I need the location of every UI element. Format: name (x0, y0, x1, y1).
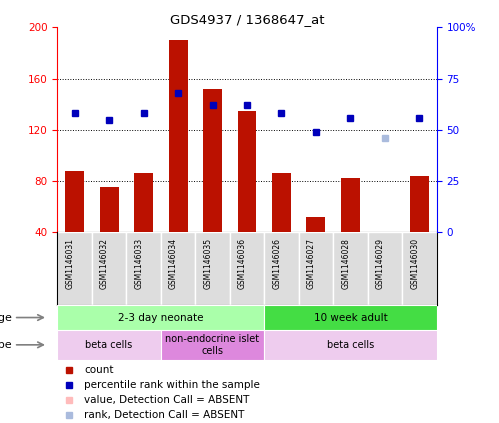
Text: GSM1146032: GSM1146032 (100, 238, 109, 289)
Bar (264, 305, 437, 330)
Bar (134, 173, 153, 232)
Bar (264, 232, 299, 305)
Bar (272, 173, 291, 232)
Text: rank, Detection Call = ABSENT: rank, Detection Call = ABSENT (84, 409, 245, 420)
Text: value, Detection Call = ABSENT: value, Detection Call = ABSENT (84, 395, 250, 405)
Text: GSM1146031: GSM1146031 (66, 238, 75, 289)
Text: GSM1146036: GSM1146036 (238, 238, 247, 289)
Bar (169, 40, 188, 232)
Title: GDS4937 / 1368647_at: GDS4937 / 1368647_at (170, 14, 324, 26)
Bar (333, 232, 368, 305)
Bar (126, 232, 161, 305)
Bar (57, 330, 161, 360)
Bar (299, 232, 333, 305)
Bar (341, 179, 360, 232)
Text: beta cells: beta cells (327, 340, 374, 350)
Bar (306, 217, 325, 232)
Text: 2-3 day neonate: 2-3 day neonate (118, 313, 204, 323)
Bar (65, 171, 84, 232)
Text: GSM1146027: GSM1146027 (307, 238, 316, 289)
Bar (161, 232, 195, 305)
Bar (375, 232, 394, 273)
Text: 10 week adult: 10 week adult (313, 313, 387, 323)
Bar (402, 232, 437, 305)
Text: GSM1146034: GSM1146034 (169, 238, 178, 289)
Text: GSM1146030: GSM1146030 (410, 238, 419, 289)
Bar (100, 187, 119, 232)
Text: GSM1146026: GSM1146026 (272, 238, 281, 289)
Text: beta cells: beta cells (85, 340, 133, 350)
Text: GSM1146029: GSM1146029 (376, 238, 385, 289)
Bar (238, 111, 256, 232)
Bar (203, 89, 222, 232)
Bar (230, 232, 264, 305)
Bar (57, 232, 92, 305)
Bar (410, 176, 429, 232)
Bar (161, 330, 264, 360)
Bar (92, 232, 126, 305)
Text: cell type: cell type (0, 340, 12, 350)
Text: count: count (84, 365, 113, 375)
Bar (57, 305, 264, 330)
Text: percentile rank within the sample: percentile rank within the sample (84, 380, 260, 390)
Bar (195, 232, 230, 305)
Text: GSM1146028: GSM1146028 (341, 238, 350, 289)
Text: non-endocrine islet
cells: non-endocrine islet cells (166, 334, 259, 356)
Text: GSM1146033: GSM1146033 (135, 238, 144, 289)
Text: GSM1146035: GSM1146035 (204, 238, 213, 289)
Bar (264, 330, 437, 360)
Text: age: age (0, 313, 12, 323)
Bar (368, 232, 402, 305)
